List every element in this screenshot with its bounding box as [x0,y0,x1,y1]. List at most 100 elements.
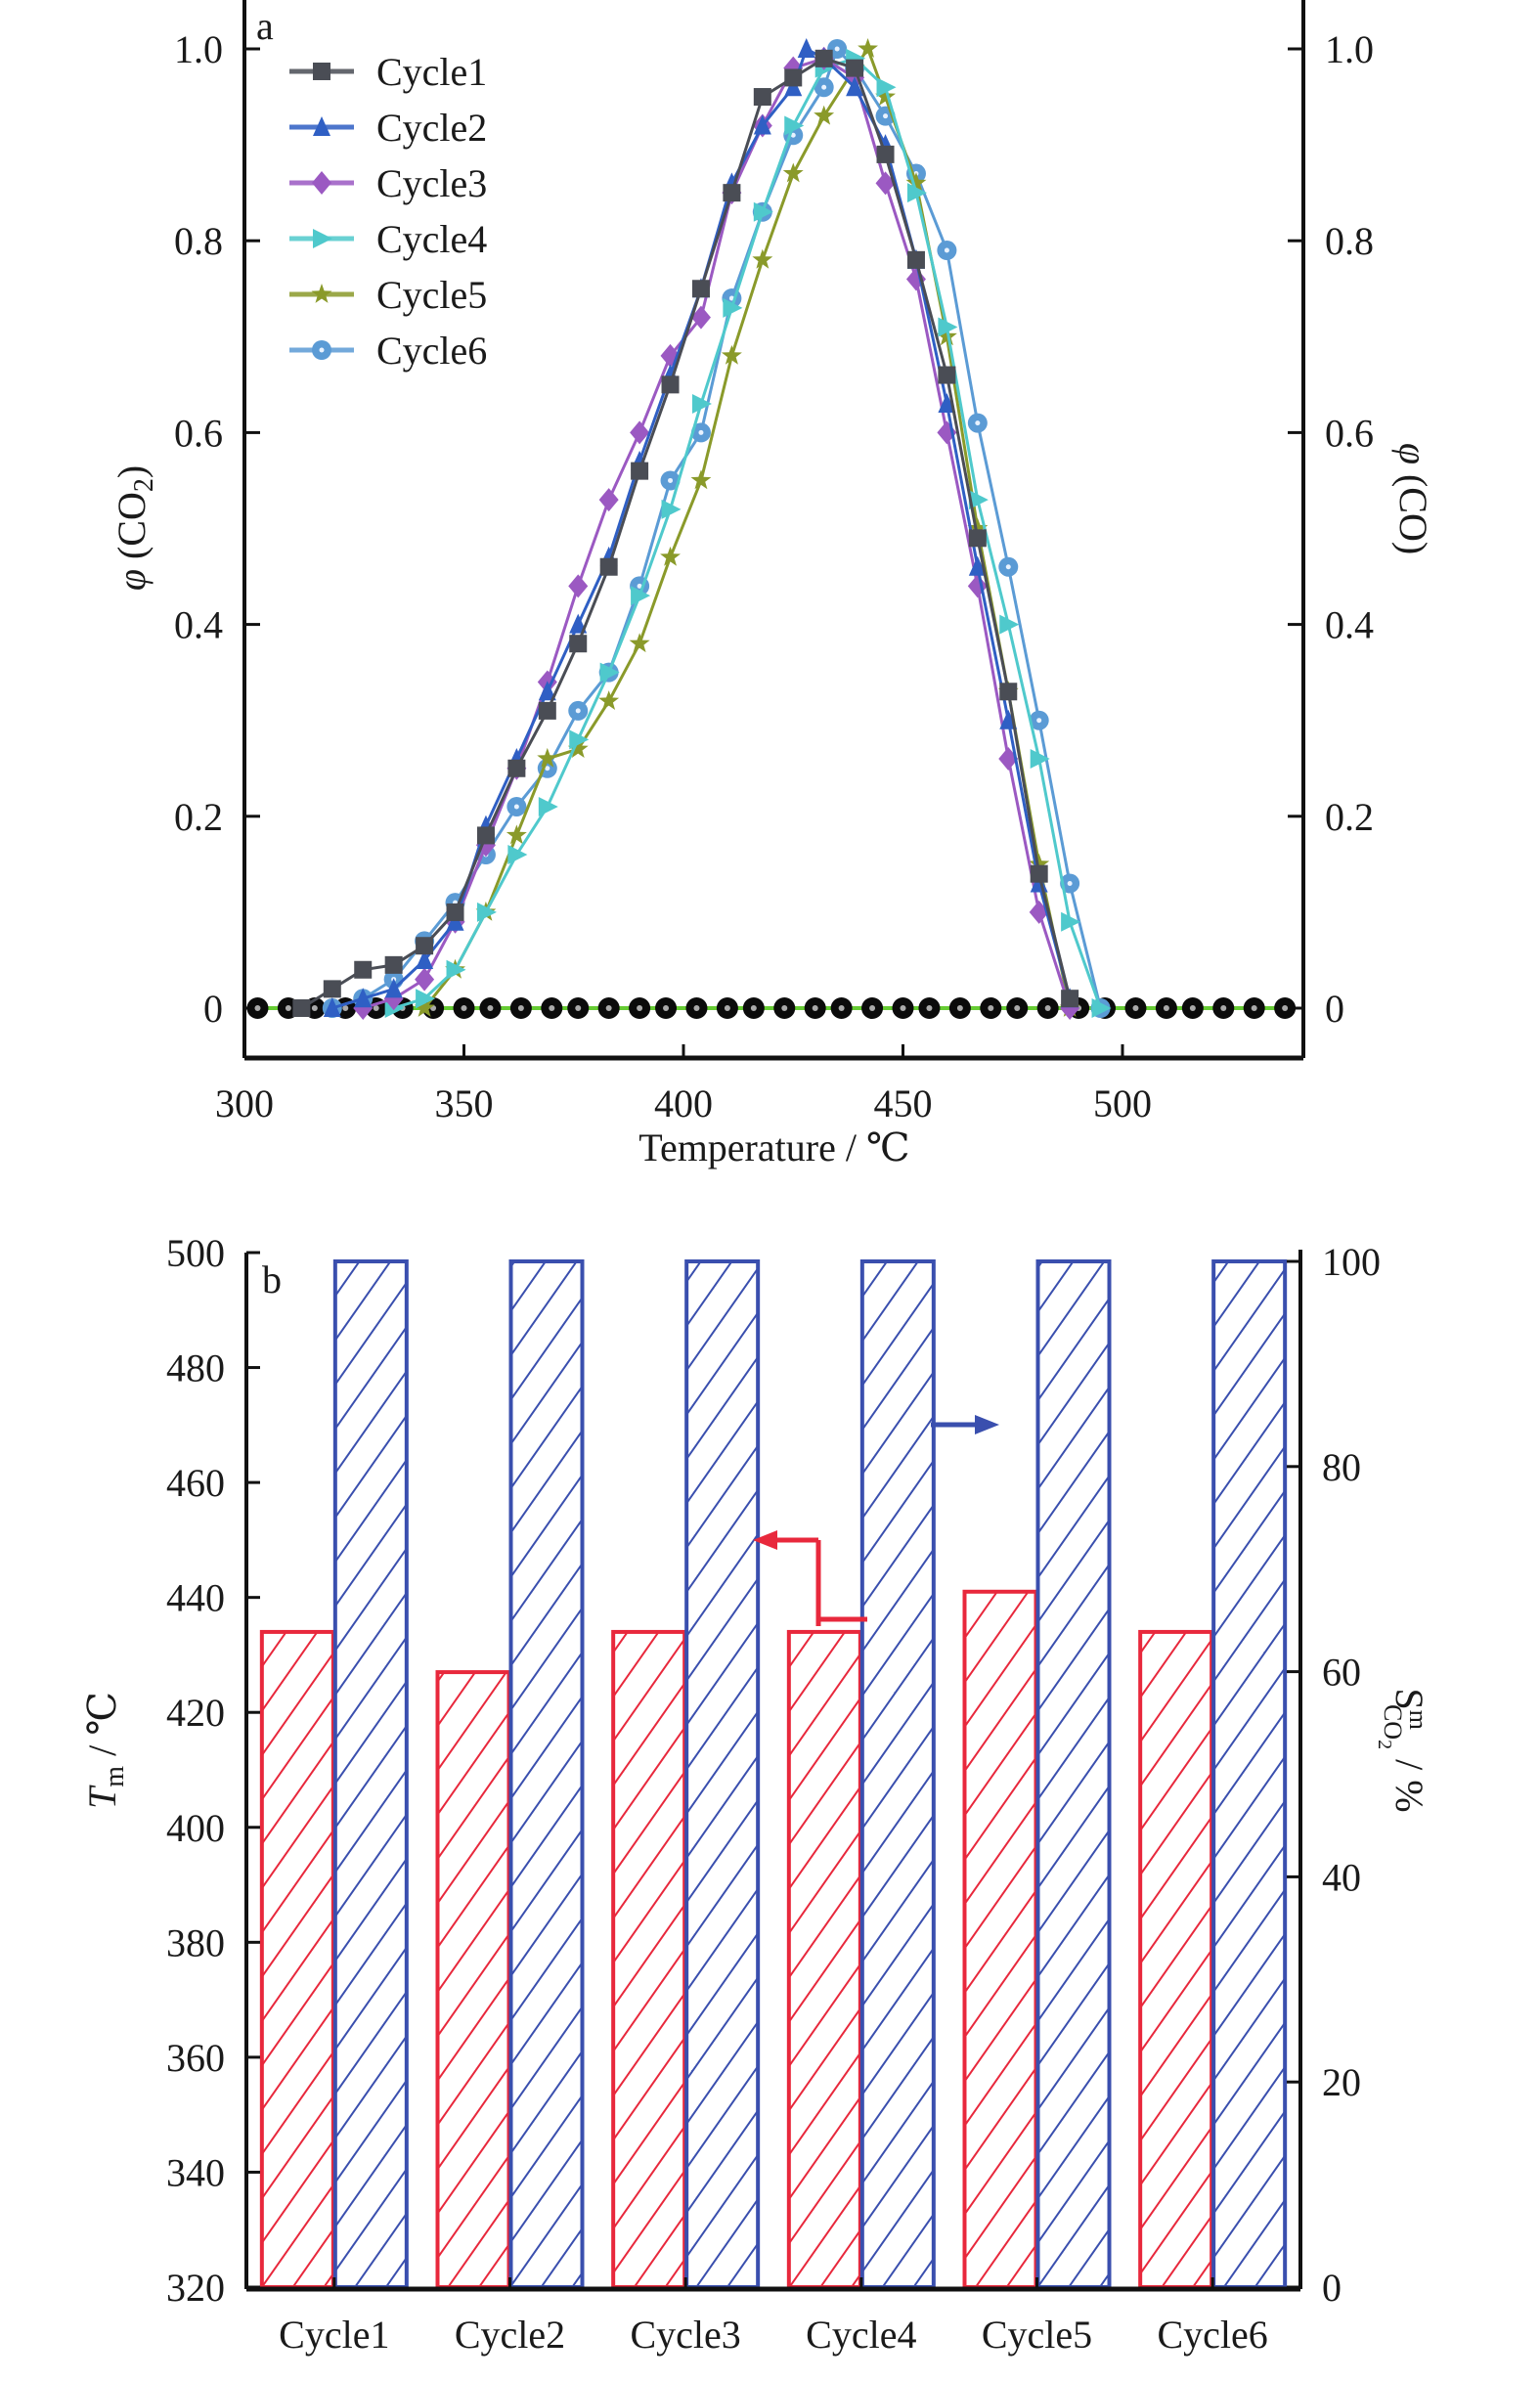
y-left-label-text: (CO [110,492,154,559]
data-point [936,326,957,346]
data-point-highlight [1014,1005,1021,1011]
y-left-label-close: ) [110,465,154,478]
x-tick-label-b: Cycle3 [631,2313,741,2357]
bar-tm [611,1629,687,2289]
y-tick-label-right-b: 0 [1322,2266,1342,2310]
data-point [967,517,989,538]
data-point-highlight [693,1005,700,1011]
data-point-highlight [1036,718,1042,724]
data-point [1030,748,1050,769]
series-cycle4 [384,48,1112,1018]
y-left-label-sub: 2 [129,478,159,492]
data-point [968,555,987,576]
data-point [721,344,742,365]
data-point [661,375,680,394]
data-point-highlight [1189,1005,1196,1011]
data-point [292,999,311,1017]
data-point [723,184,741,202]
data-point-highlight [821,84,827,90]
data-point [938,392,956,413]
legend-marker [313,116,330,136]
y-tick-label-right: 0.2 [1325,795,1374,839]
bar-selectivity [859,1259,936,2289]
data-point [753,114,771,135]
data-point-highlight [1251,1005,1257,1011]
x-tick-label: 400 [654,1081,713,1125]
data-point-highlight [1044,1005,1051,1011]
data-point-highlight [944,247,949,253]
data-point-highlight [1282,1005,1289,1011]
data-point [1030,864,1048,883]
bar-selectivity [332,1259,409,2289]
data-point-highlight [461,1005,467,1011]
data-point-highlight [1163,1005,1169,1011]
data-point [723,297,743,318]
data-point-highlight [575,708,581,714]
x-tick-label-b: Cycle6 [1158,2313,1268,2357]
y-tick-label-left-b: 380 [166,1920,225,1964]
data-point [416,937,434,955]
bar-selectivity [1211,1259,1288,2289]
data-point [691,280,710,298]
x-tick-label: 350 [435,1081,494,1125]
data-point [968,490,989,510]
left-arrow-head-icon [753,1530,777,1550]
legend: Cycle1 Cycle2 Cycle3 Cycle4 Cycle5 Cycle6 [289,50,487,373]
y-tick-label-left: 1.0 [174,27,223,71]
data-point [598,690,620,710]
legend-label: Cycle5 [376,273,487,317]
data-point-highlight [724,1005,730,1011]
data-point-highlight [975,420,981,426]
data-point-highlight [900,1005,906,1011]
data-point [506,824,527,845]
data-point-highlight [513,804,519,810]
y-tick-label-left: 0.6 [174,411,223,455]
data-point [1091,998,1112,1018]
data-point [784,115,805,136]
data-point [875,171,896,196]
data-point-highlight [1132,1005,1139,1011]
data-point-highlight [956,1005,963,1011]
y-tick-label-left-b: 460 [166,1461,225,1505]
data-point [569,729,590,750]
panel-b-label: b [262,1257,282,1301]
data-point [631,586,651,606]
tm-symbol: T [80,1785,124,1809]
data-point-highlight [988,1005,994,1011]
bar-group-cycle1 [259,1259,409,2289]
data-point-highlight [781,1005,788,1011]
y-tick-label-left: 0.4 [174,603,223,647]
panel-a-series [246,38,1297,1020]
y-tick-label-right-b: 80 [1322,1445,1361,1489]
data-point-highlight [373,1005,379,1011]
data-point [876,145,895,163]
legend-marker [313,63,330,80]
phi-symbol: φ [110,569,154,591]
tm-sub: m [100,1766,130,1787]
series-line [362,57,1072,1010]
data-point [631,462,649,480]
data-point-highlight [605,1005,612,1011]
data-point [906,183,927,203]
data-point-highlight [342,1005,349,1011]
y-tick-label-left-b: 480 [166,1346,225,1390]
data-point-highlight [517,1005,524,1011]
data-point [814,105,835,125]
y-tick-label-left-b: 320 [166,2266,225,2310]
x-tick-label-b: Cycle2 [455,2313,565,2357]
data-point [691,393,712,414]
legend-marker [313,229,332,248]
data-point [598,488,619,512]
data-point [416,989,436,1009]
y-tick-label-right: 0.4 [1325,603,1374,647]
panel-b: 320 340 360 380 400 420 440 460 480 500 0 20 40 60 80 1… [80,1231,1432,2357]
y-tick-label-left-b: 420 [166,1691,225,1735]
x-axis-title: Temperature / ℃ [638,1125,909,1169]
data-point-highlight [869,1005,876,1011]
legend-marker [311,284,332,303]
data-point [354,960,373,979]
y-axis-title-left-b: Tm / ℃ [80,1692,130,1809]
legend-item: Cycle4 [289,217,487,261]
y-tick-label-left-b: 340 [166,2150,225,2194]
bar-selectivity [684,1259,761,2289]
